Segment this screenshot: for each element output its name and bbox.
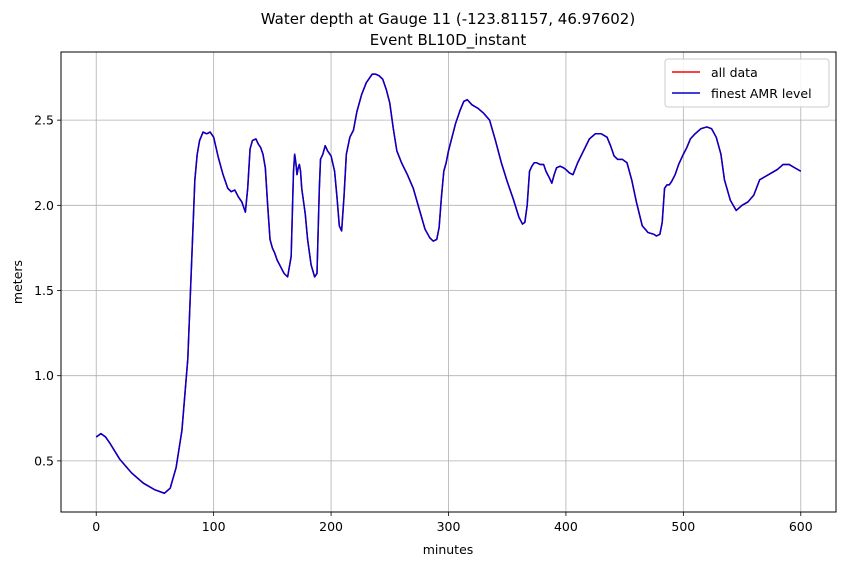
legend: all data finest AMR level (664, 58, 830, 108)
series-line-finest-amr-level (95, 73, 802, 495)
y-tick-label: 2.5 (34, 113, 54, 128)
x-tick-label: 300 (437, 519, 461, 534)
x-tick-label: 0 (92, 519, 100, 534)
legend-box (664, 58, 830, 108)
x-tick-label: 600 (789, 519, 813, 534)
x-tick-label: 100 (202, 519, 226, 534)
series-layer (95, 73, 802, 495)
legend-label-all-data: all data (711, 65, 758, 80)
axis-ticks: 0 100 200 300 400 500 600 0.5 1.0 1.5 2.0 2.5 (34, 113, 813, 534)
x-axis-label: minutes (423, 542, 474, 557)
legend-label-finest-amr-level: finest AMR level (711, 86, 812, 101)
chart-title: Water depth at Gauge 11 (-123.81157, 46.… (261, 10, 635, 28)
chart-subtitle: Event BL10D_instant (370, 31, 527, 50)
y-tick-label: 1.0 (34, 368, 54, 383)
y-tick-label: 0.5 (34, 453, 54, 468)
y-tick-label: 1.5 (34, 283, 54, 298)
x-tick-label: 200 (319, 519, 343, 534)
x-tick-label: 500 (671, 519, 695, 534)
y-tick-label: 2.0 (34, 198, 54, 213)
x-tick-label: 400 (554, 519, 578, 534)
grid (61, 52, 836, 512)
y-axis-label: meters (10, 260, 25, 304)
